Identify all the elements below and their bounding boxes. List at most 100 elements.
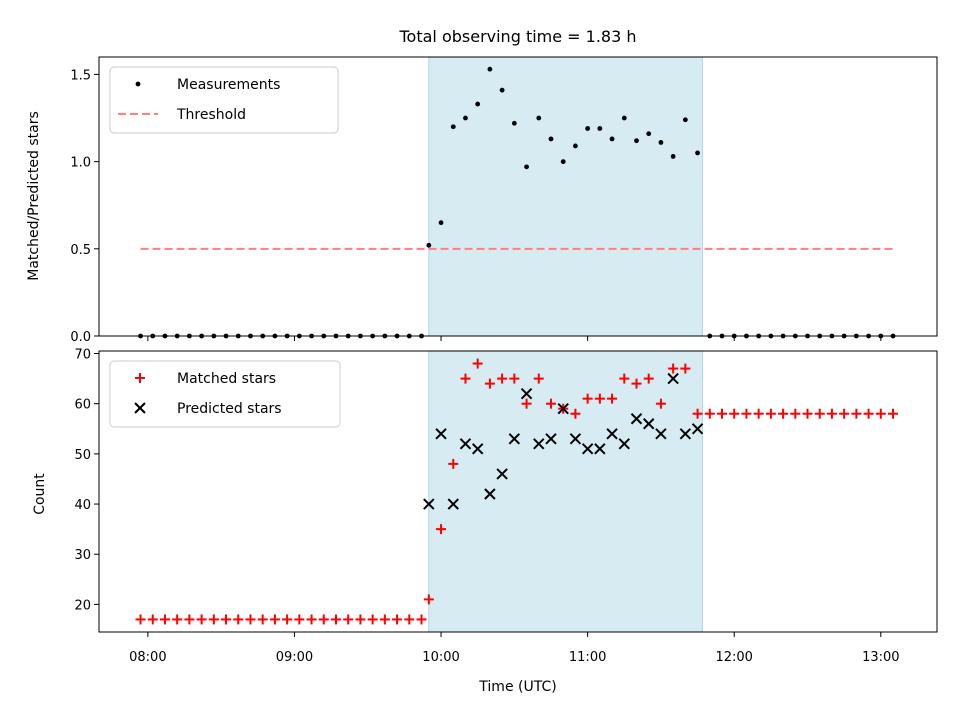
predicted-star-point (484, 488, 496, 500)
matched-star-point (680, 363, 691, 374)
x-axis-label: Time (UTC) (478, 679, 556, 695)
top-panel: 0.0 0.5 1.0 1.5 Measurements Threshold (70, 56, 938, 345)
legend-label: Matched stars (177, 371, 276, 387)
matched-star-point (257, 614, 268, 625)
predicted-star-point (496, 468, 508, 480)
plot-frame (98, 56, 938, 337)
matched-star-point (184, 614, 195, 625)
predicted-star-point (459, 438, 472, 450)
matched-star-point (269, 614, 280, 625)
matched-star-point (472, 358, 483, 369)
measurement-point (463, 115, 468, 121)
matched-star-point (863, 408, 874, 419)
matched-star-point (741, 408, 752, 419)
measurement-point (426, 242, 432, 248)
measurement-point (536, 115, 542, 121)
observing-window-shade (428, 56, 703, 337)
matched-star-point (282, 614, 293, 625)
bottom-y-axis-label: Count (32, 473, 48, 515)
measurement-point (695, 150, 700, 156)
matched-star-point (509, 373, 520, 384)
matched-star-point (355, 614, 366, 625)
measurement-point (609, 136, 615, 142)
observing-window-shade (428, 350, 703, 633)
matched-star-point (343, 614, 354, 625)
measurement-point (487, 66, 493, 72)
matched-star-point (392, 614, 403, 625)
matched-star-point (484, 378, 495, 389)
matched-star-point (802, 408, 813, 419)
legend-label: Measurements (177, 77, 280, 93)
y-tick-label: 60 (74, 398, 91, 413)
y-tick-label: 70 (74, 348, 91, 363)
predicted-star-point (691, 423, 704, 435)
matched-star-point (814, 408, 825, 419)
predicted-star-point (557, 402, 569, 415)
x-tick-label: 10:00 (422, 650, 459, 665)
matched-star-point (753, 408, 764, 419)
measurement-point (450, 124, 456, 130)
y-tick-label: 0.5 (70, 243, 91, 258)
matched-star-point (631, 378, 642, 389)
matched-star-point (875, 408, 886, 419)
predicted-star-point (545, 433, 557, 445)
plot-frame (98, 350, 938, 633)
predicted-star-point (569, 433, 582, 445)
matched-star-point (729, 408, 740, 419)
matched-star-point (404, 614, 415, 625)
measurement-point (658, 140, 664, 145)
predicted-star-point (655, 428, 667, 440)
matched-star-point (570, 408, 581, 419)
measurement-point (634, 138, 639, 144)
measurement-point (438, 220, 444, 226)
predicted-star-point (667, 372, 679, 385)
predicted-star-point (581, 443, 594, 455)
legend-label: Threshold (176, 107, 246, 123)
predicted-star-point (508, 433, 521, 445)
matched-star-point (692, 408, 703, 419)
matched-star-point (497, 373, 508, 384)
x-tick-label: 08:00 (129, 650, 166, 665)
matched-star-point (367, 614, 378, 625)
matched-star-point (221, 614, 232, 625)
measurement-point (597, 126, 603, 131)
predicted-star-point (606, 428, 618, 440)
legend: Matched stars Predicted stars (109, 360, 341, 428)
top-y-axis-label: Matched/Predicted stars (26, 111, 42, 281)
matched-star-point (147, 614, 158, 625)
measurement-point (670, 153, 676, 159)
predicted-star-point (520, 387, 533, 400)
matched-star-point (233, 614, 244, 625)
measurement-point (621, 115, 627, 121)
legend: Measurements Threshold (109, 66, 339, 134)
matched-star-point (826, 408, 837, 419)
matched-star-point (851, 408, 862, 419)
matched-star-point (643, 373, 654, 384)
matched-star-point (790, 408, 801, 419)
matched-star-point (294, 614, 305, 625)
matched-star-point (208, 614, 219, 625)
legend-label: Predicted stars (177, 401, 282, 417)
measurement-point (682, 117, 688, 123)
legend-matched-marker (135, 373, 145, 383)
y-tick-label: 40 (74, 498, 91, 513)
matched-star-point (416, 614, 427, 625)
y-tick-label: 0.0 (70, 330, 91, 345)
matched-star-point (582, 393, 593, 404)
chart-title: Total observing time = 1.83 h (398, 27, 636, 46)
matched-star-point (717, 408, 728, 419)
x-tick-label: 09:00 (276, 650, 313, 665)
measurement-point (560, 159, 566, 165)
matched-star-point (436, 524, 447, 535)
predicted-star-point (643, 418, 655, 430)
measurement-point (573, 143, 578, 149)
matched-star-point (159, 614, 170, 625)
predicted-star-point (423, 498, 435, 510)
matched-star-point (668, 363, 679, 374)
matched-star-point (521, 398, 532, 409)
x-tick-label: 11:00 (569, 650, 606, 665)
measurement-point (548, 136, 554, 142)
y-tick-label: 1.0 (70, 156, 91, 171)
matched-star-point (619, 373, 630, 384)
